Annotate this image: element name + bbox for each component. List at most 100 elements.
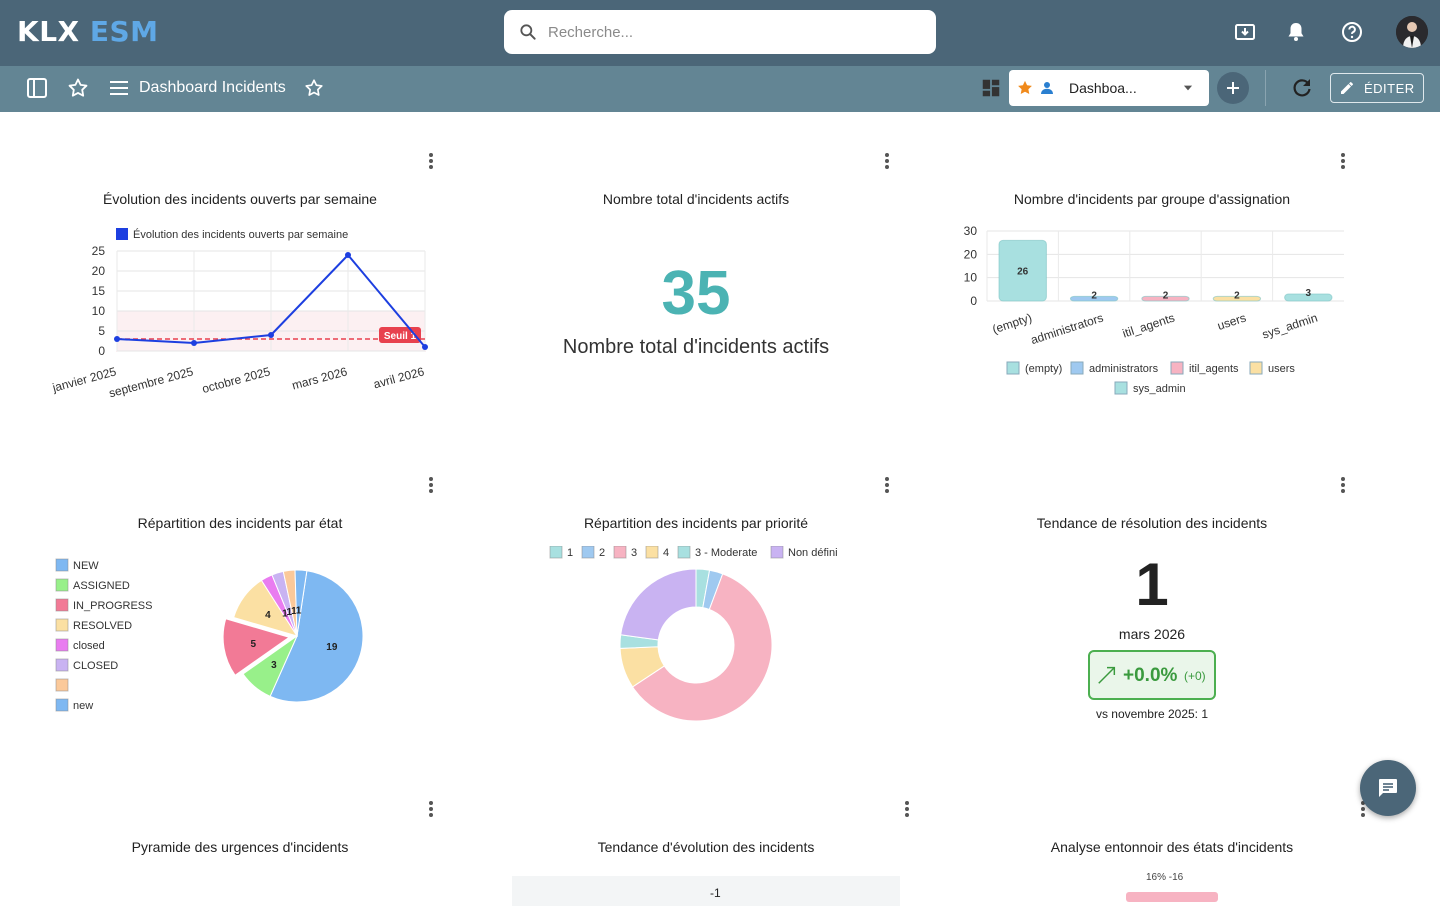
- pie-slice: [294, 569, 308, 637]
- card-evolution-trend: Tendance d'évolution des incidents -1: [486, 794, 926, 906]
- card-menu-icon[interactable]: [884, 152, 890, 170]
- card-menu-icon[interactable]: [428, 800, 434, 818]
- legend-label: sys_admin: [1133, 383, 1186, 395]
- legend-swatch: [1006, 361, 1020, 375]
- y-tick-label: 0: [98, 344, 105, 358]
- person-icon: [1041, 82, 1053, 94]
- card-by-group: Nombre d'incidents par groupe d'assignat…: [932, 146, 1372, 456]
- legend-swatch: [770, 546, 784, 559]
- legend-label: RESOLVED: [73, 620, 132, 632]
- pie-value-label: 5: [251, 639, 257, 650]
- legend-swatch: [613, 546, 627, 559]
- card-menu-icon[interactable]: [1340, 476, 1346, 494]
- x-tick-label: (empty): [991, 311, 1034, 337]
- page-title: Dashboard Incidents: [139, 79, 286, 96]
- x-tick-label: octobre 2025: [200, 364, 272, 396]
- card-title: Tendance d'évolution des incidents: [597, 839, 815, 855]
- x-tick-label: itil_agents: [1121, 311, 1177, 341]
- data-point: [422, 344, 428, 350]
- legend-swatch: [55, 598, 69, 612]
- card-title: Nombre d'incidents par groupe d'assignat…: [1013, 191, 1291, 207]
- card-menu-icon[interactable]: [428, 476, 434, 494]
- pie-slice: [269, 570, 364, 703]
- menu-icon[interactable]: [107, 76, 131, 100]
- weekly-line-chart: Évolution des incidents ouverts par sema…: [50, 228, 428, 400]
- page-favorite-star-icon[interactable]: [303, 77, 325, 99]
- favorite-star-icon[interactable]: [66, 76, 90, 100]
- app-logo[interactable]: KLX ESM: [17, 15, 159, 48]
- pie-value-label: 1: [291, 606, 297, 617]
- bar-value-label: 3: [1306, 288, 1312, 299]
- legend-label: administrators: [1089, 363, 1159, 375]
- state-pie-chart: NEW ASSIGNED IN_PROGRESS RESOLVED closed CLOS…: [55, 558, 364, 712]
- search-input[interactable]: [548, 20, 918, 44]
- card-title: Évolution des incidents ouverts par sema…: [103, 191, 377, 207]
- card-menu-icon[interactable]: [1340, 152, 1346, 170]
- pie-slice: [222, 618, 291, 676]
- trend-up-icon: [1098, 666, 1116, 684]
- legend-swatch: [1170, 361, 1184, 375]
- legend-swatch: [1070, 361, 1084, 375]
- data-point: [114, 336, 120, 342]
- legend-swatch: [1249, 361, 1263, 375]
- bar: [1284, 293, 1333, 302]
- legend-swatch: [581, 546, 595, 559]
- download-icon[interactable]: [1233, 20, 1257, 44]
- card-state-funnel: Analyse entonnoir des états d'incidents …: [952, 794, 1392, 902]
- legend-label: 4: [663, 547, 669, 559]
- trend-delta-absolute: (+0): [1184, 669, 1206, 683]
- chevron-down-icon: [1183, 85, 1193, 91]
- edit-button[interactable]: ÉDITER: [1330, 73, 1424, 103]
- data-point: [268, 332, 274, 338]
- help-icon[interactable]: [1340, 20, 1364, 44]
- evolution-peek-label: -1: [710, 886, 721, 900]
- bar-value-label: 2: [1163, 290, 1169, 301]
- card-menu-icon[interactable]: [904, 800, 910, 818]
- pie-value-label: 19: [326, 642, 338, 653]
- x-tick-label: avril 2026: [372, 364, 426, 391]
- sidebar-toggle-icon[interactable]: [25, 76, 49, 100]
- legend-label: itil_agents: [1189, 363, 1239, 375]
- bell-icon[interactable]: [1284, 20, 1308, 44]
- card-menu-icon[interactable]: [428, 152, 434, 170]
- trend-value: 1: [1135, 551, 1169, 618]
- chat-button[interactable]: [1360, 760, 1416, 816]
- legend-swatch: [55, 638, 69, 652]
- legend-swatch: [55, 678, 69, 692]
- pie-slice: [242, 634, 299, 697]
- dashboard-selector[interactable]: Dashboa...: [1009, 70, 1209, 106]
- x-tick-label: users: [1216, 311, 1248, 333]
- card-title: Tendance de résolution des incidents: [1036, 515, 1268, 531]
- refresh-icon[interactable]: [1290, 76, 1314, 100]
- legend-label: (empty): [1025, 363, 1062, 375]
- bar: [1212, 295, 1262, 302]
- pencil-icon: [1341, 82, 1353, 94]
- legend-swatch: [55, 658, 69, 672]
- logo-text-klx: KLX: [17, 15, 80, 48]
- card-menu-icon[interactable]: [1360, 800, 1366, 818]
- add-dashboard-button[interactable]: [1217, 72, 1249, 104]
- legend-label: 3 - Moderate: [695, 547, 757, 559]
- legend-swatch: [677, 546, 691, 559]
- x-tick-label: sys_admin: [1260, 311, 1319, 342]
- card-menu-icon[interactable]: [884, 476, 890, 494]
- legend-swatch: [55, 698, 69, 712]
- dashboard-grid-icon[interactable]: [980, 77, 1002, 99]
- global-search[interactable]: [504, 10, 936, 54]
- y-tick-label: 20: [92, 264, 106, 278]
- legend-label: NEW: [73, 560, 99, 572]
- user-avatar[interactable]: [1396, 16, 1428, 48]
- pie-value-label: 4: [265, 610, 271, 621]
- bar-value-label: 26: [1017, 267, 1029, 278]
- kpi-value: 35: [661, 259, 731, 328]
- y-tick-label: 10: [964, 271, 978, 285]
- legend-label: 3: [631, 547, 637, 559]
- card-title: Répartition des incidents par priorité: [583, 515, 809, 531]
- card-title: Répartition des incidents par état: [137, 515, 343, 531]
- legend-swatch: [55, 558, 69, 572]
- card-title: Nombre total d'incidents actifs: [602, 191, 790, 207]
- legend-swatch: [549, 546, 563, 559]
- y-tick-label: 25: [92, 244, 106, 258]
- legend-label: new: [73, 700, 93, 712]
- bar-value-label: 2: [1234, 290, 1240, 301]
